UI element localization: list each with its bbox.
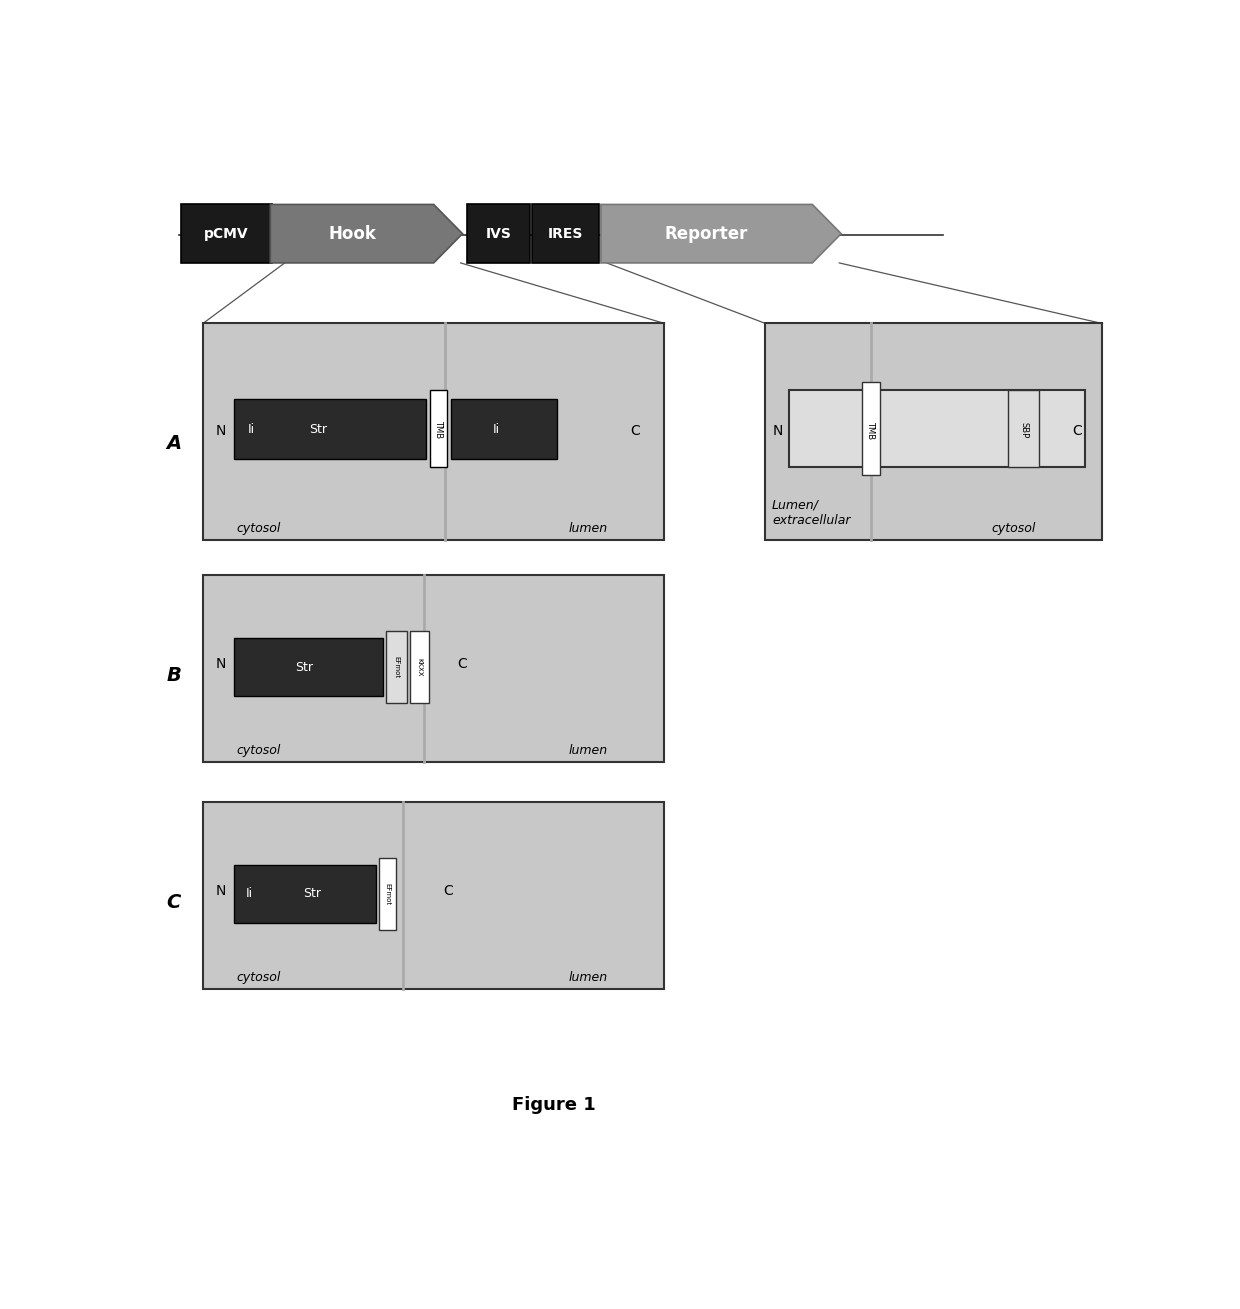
Bar [409,631,429,703]
Bar [430,390,448,466]
Text: C: C [1073,424,1083,439]
Text: C: C [166,893,181,912]
Bar [862,382,879,475]
Bar [386,631,407,703]
Text: C: C [458,657,467,672]
Text: lumen: lumen [568,522,608,535]
Text: Ii: Ii [248,423,254,436]
Bar [532,204,599,263]
Text: N: N [773,424,782,439]
Bar [203,802,665,988]
Text: Str: Str [303,888,321,901]
Text: IVS: IVS [486,226,511,241]
Bar [203,323,665,541]
Text: Reporter: Reporter [665,225,748,242]
Text: IRES: IRES [548,226,583,241]
Text: N: N [216,657,226,672]
Bar [451,399,557,459]
Text: Str: Str [309,423,327,436]
Bar [234,637,383,696]
Text: cytosol: cytosol [237,522,281,535]
Text: Lumen/
extracellular: Lumen/ extracellular [773,499,851,528]
Bar [234,399,427,459]
Text: Figure 1: Figure 1 [512,1096,595,1114]
Text: Ii: Ii [246,888,253,901]
Text: cytosol: cytosol [237,970,281,983]
Text: TMB: TMB [867,421,875,440]
Bar [467,204,529,263]
Text: A: A [166,435,181,453]
Text: pCMV: pCMV [205,226,249,241]
Text: C: C [631,424,640,439]
Bar [789,390,1085,466]
Text: TMB: TMB [434,420,443,439]
Bar [765,323,1101,541]
Text: N: N [216,884,226,898]
Text: cytosol: cytosol [991,522,1035,535]
Text: EFmot: EFmot [384,882,391,905]
Text: C: C [443,884,453,898]
Text: Ii: Ii [492,423,500,436]
Text: cytosol: cytosol [237,744,281,757]
Text: lumen: lumen [568,970,608,983]
Bar [379,857,397,931]
Polygon shape [270,204,463,263]
Bar [181,204,273,263]
Polygon shape [601,204,841,263]
Bar [203,576,665,762]
Text: Str: Str [295,661,312,674]
Bar [234,865,376,923]
Text: B: B [166,666,181,685]
Bar [1008,390,1039,466]
Text: SBP: SBP [1019,421,1028,439]
Text: lumen: lumen [568,744,608,757]
Text: Hook: Hook [329,225,376,242]
Text: KKXX: KKXX [417,658,423,677]
Text: N: N [216,424,226,439]
Text: EFmot: EFmot [393,656,399,678]
